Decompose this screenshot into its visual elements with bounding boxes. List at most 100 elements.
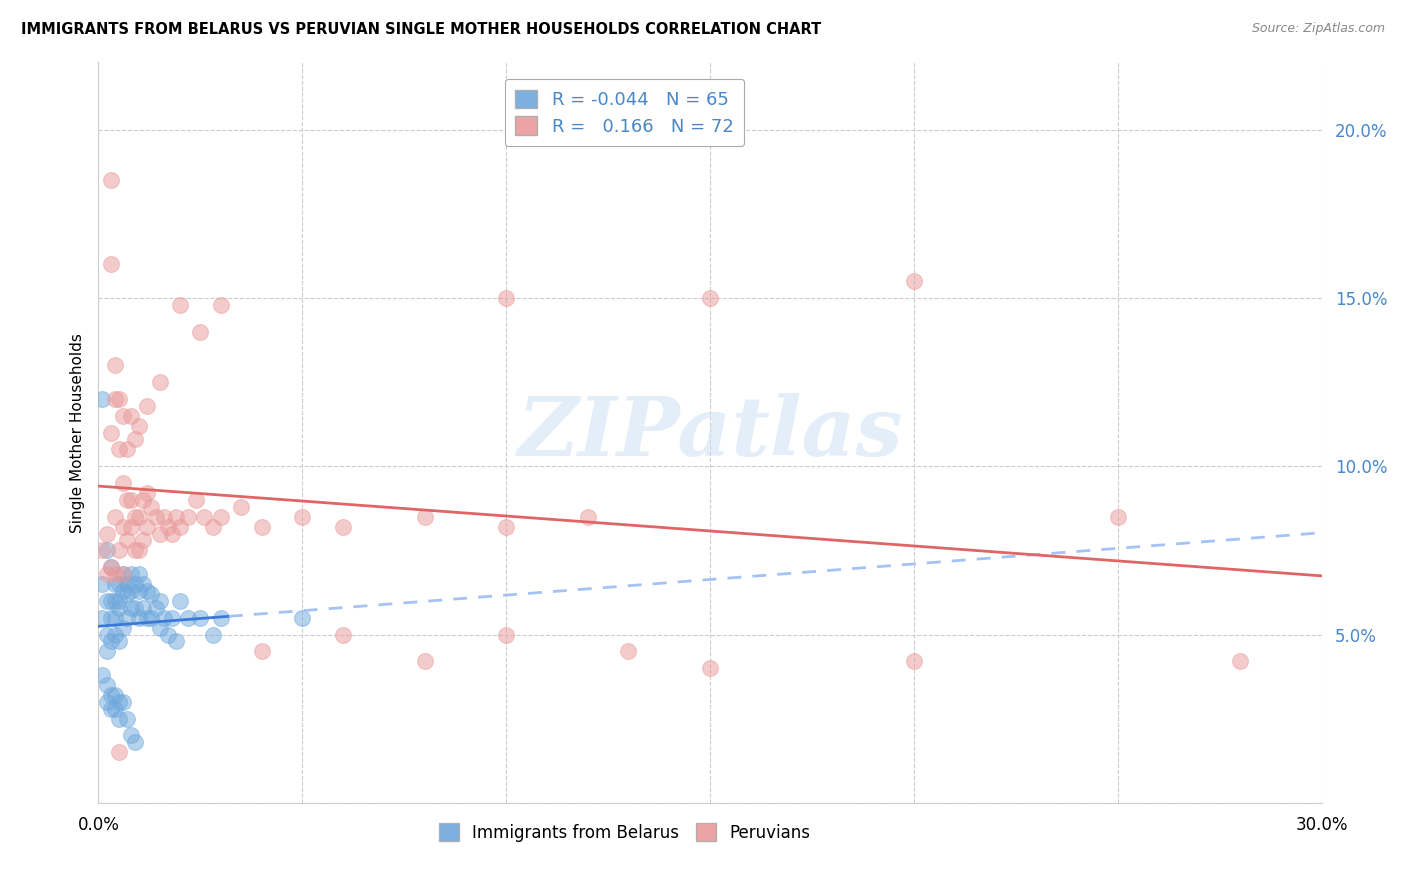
Point xyxy=(136,486,159,500)
Point xyxy=(108,600,131,615)
Point xyxy=(104,392,127,406)
Point xyxy=(132,577,155,591)
Point xyxy=(160,526,183,541)
Point xyxy=(291,509,314,524)
Point xyxy=(209,509,232,524)
Point xyxy=(104,566,127,581)
Point xyxy=(115,492,138,507)
Point xyxy=(132,533,155,548)
Point xyxy=(111,476,134,491)
Point xyxy=(100,425,122,440)
Point xyxy=(617,644,640,658)
Point xyxy=(100,257,122,271)
Y-axis label: Single Mother Households: Single Mother Households xyxy=(69,333,84,533)
Point xyxy=(104,688,127,702)
Point xyxy=(111,566,134,581)
Point xyxy=(115,442,138,457)
Point xyxy=(91,392,114,406)
Point xyxy=(96,678,118,692)
Point xyxy=(124,577,146,591)
Point xyxy=(128,418,150,433)
Point xyxy=(115,610,138,624)
Point xyxy=(100,594,122,608)
Point xyxy=(186,492,208,507)
Point xyxy=(209,298,232,312)
Point xyxy=(128,583,150,598)
Legend: Immigrants from Belarus, Peruvians: Immigrants from Belarus, Peruvians xyxy=(430,815,818,850)
Point xyxy=(96,594,118,608)
Text: Source: ZipAtlas.com: Source: ZipAtlas.com xyxy=(1251,22,1385,36)
Point xyxy=(413,509,436,524)
Point xyxy=(332,520,354,534)
Point xyxy=(120,600,142,615)
Point xyxy=(100,560,122,574)
Point xyxy=(124,509,146,524)
Point xyxy=(495,291,517,305)
Point xyxy=(96,644,118,658)
Point xyxy=(231,500,253,514)
Point xyxy=(141,587,163,601)
Point xyxy=(165,509,187,524)
Point xyxy=(250,644,273,658)
Point xyxy=(120,583,142,598)
Point xyxy=(91,668,114,682)
Point xyxy=(124,735,146,749)
Point xyxy=(108,392,131,406)
Point xyxy=(152,509,174,524)
Point xyxy=(111,409,134,423)
Point xyxy=(100,634,122,648)
Point xyxy=(209,610,232,624)
Point xyxy=(104,509,127,524)
Point xyxy=(413,655,436,669)
Point xyxy=(903,274,925,288)
Point xyxy=(201,520,224,534)
Point xyxy=(136,399,159,413)
Point xyxy=(104,594,127,608)
Point xyxy=(96,695,118,709)
Point xyxy=(156,520,179,534)
Point xyxy=(96,566,118,581)
Point xyxy=(100,701,122,715)
Point xyxy=(193,509,215,524)
Point xyxy=(96,526,118,541)
Point xyxy=(128,610,150,624)
Point xyxy=(132,492,155,507)
Point xyxy=(188,325,212,339)
Point xyxy=(188,610,212,624)
Point xyxy=(108,745,131,759)
Point xyxy=(111,566,134,581)
Point xyxy=(177,610,200,624)
Point xyxy=(152,610,174,624)
Point xyxy=(149,375,172,389)
Point xyxy=(141,610,163,624)
Point xyxy=(96,627,118,641)
Point xyxy=(136,610,159,624)
Point xyxy=(177,509,200,524)
Point xyxy=(91,577,114,591)
Point xyxy=(108,543,131,558)
Point xyxy=(250,520,273,534)
Point xyxy=(136,583,159,598)
Point xyxy=(1107,509,1129,524)
Point xyxy=(120,409,142,423)
Point xyxy=(145,509,167,524)
Point xyxy=(96,543,118,558)
Point xyxy=(699,291,721,305)
Point xyxy=(495,520,517,534)
Point xyxy=(108,712,131,726)
Point xyxy=(111,695,134,709)
Point xyxy=(100,560,122,574)
Point xyxy=(149,594,172,608)
Point xyxy=(124,433,146,447)
Point xyxy=(169,594,191,608)
Point xyxy=(576,509,599,524)
Point xyxy=(120,492,142,507)
Point xyxy=(108,577,131,591)
Text: ZIPatlas: ZIPatlas xyxy=(517,392,903,473)
Point xyxy=(1229,655,1251,669)
Point xyxy=(104,577,127,591)
Point xyxy=(332,627,354,641)
Point xyxy=(699,661,721,675)
Point xyxy=(149,526,172,541)
Point xyxy=(291,610,314,624)
